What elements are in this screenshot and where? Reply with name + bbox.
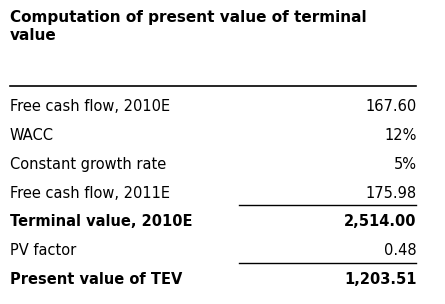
Text: Free cash flow, 2010E: Free cash flow, 2010E xyxy=(10,99,170,114)
Text: Constant growth rate: Constant growth rate xyxy=(10,157,166,172)
Text: Free cash flow, 2011E: Free cash flow, 2011E xyxy=(10,185,170,201)
Text: Computation of present value of terminal
value: Computation of present value of terminal… xyxy=(10,10,367,43)
Text: 1,203.51: 1,203.51 xyxy=(344,272,417,287)
Text: 12%: 12% xyxy=(384,128,417,143)
Text: 167.60: 167.60 xyxy=(365,99,417,114)
Text: 175.98: 175.98 xyxy=(365,185,417,201)
Text: 0.48: 0.48 xyxy=(384,243,417,258)
Text: PV factor: PV factor xyxy=(10,243,76,258)
Text: WACC: WACC xyxy=(10,128,54,143)
Text: 2,514.00: 2,514.00 xyxy=(344,214,417,229)
Text: 5%: 5% xyxy=(393,157,417,172)
Text: Present value of TEV: Present value of TEV xyxy=(10,272,182,287)
Text: Terminal value, 2010E: Terminal value, 2010E xyxy=(10,214,192,229)
